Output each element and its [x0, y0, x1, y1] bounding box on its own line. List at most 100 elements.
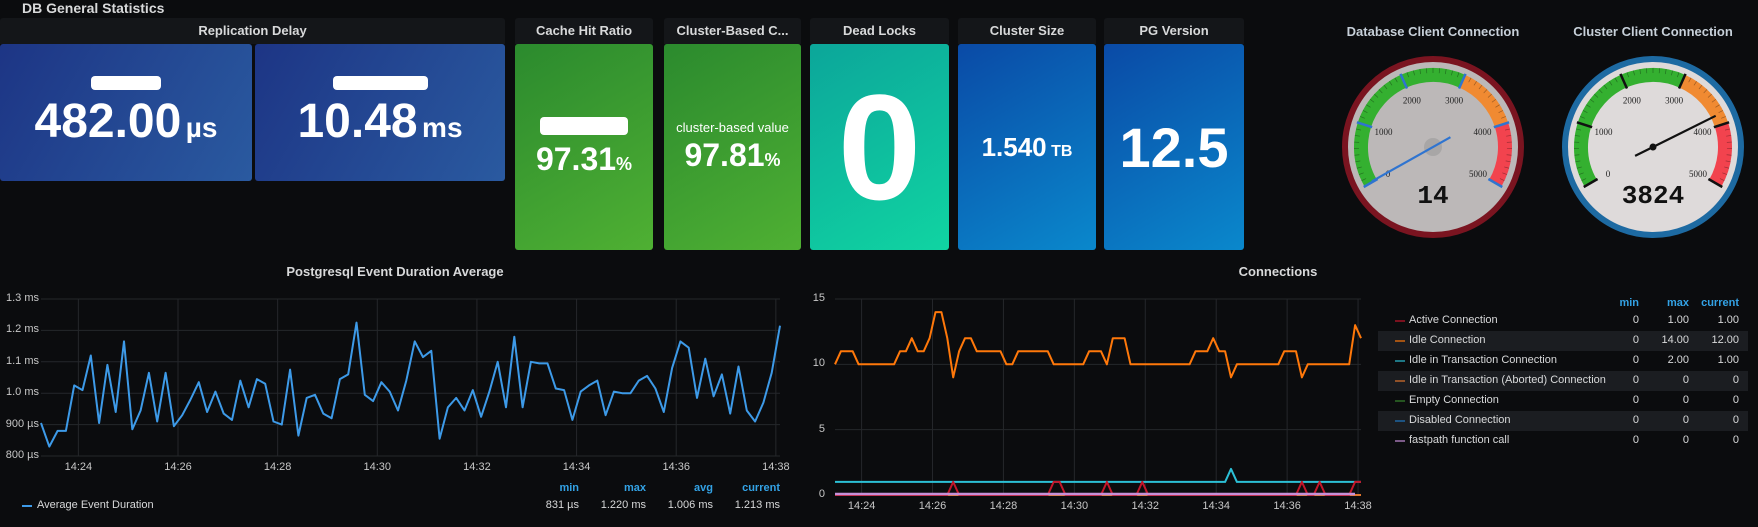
- gauge-tick-label: 3000: [1445, 95, 1464, 105]
- gauge-major-tick: [1713, 121, 1730, 129]
- legend-max-value: 1.220 ms: [600, 499, 646, 511]
- gauge-minor-tick: [1580, 116, 1585, 119]
- legend-series-name[interactable]: Average Event Duration: [37, 499, 154, 511]
- legend-header-avg[interactable]: avg: [694, 482, 713, 494]
- gauge-needle: [1371, 136, 1451, 183]
- legend-current-value: 1.00: [1717, 354, 1739, 366]
- gauge-minor-tick: [1703, 89, 1708, 94]
- stat-value: 10.48: [297, 95, 418, 148]
- gauge-minor-tick: [1362, 110, 1368, 114]
- legend-current-value: 0: [1732, 414, 1739, 426]
- gauge-minor-tick: [1358, 172, 1364, 175]
- gauge-minor-tick: [1581, 178, 1587, 181]
- cluster-size-title[interactable]: Cluster Size: [958, 18, 1096, 44]
- legend-current-value: 12.00: [1711, 334, 1739, 346]
- replication-delay-title[interactable]: Replication Delay: [0, 18, 505, 44]
- gauge-minor-tick: [1366, 104, 1371, 108]
- stat-unit: %: [616, 153, 633, 174]
- legend-current-value: 0: [1732, 434, 1739, 446]
- gauge-band: [1489, 122, 1512, 187]
- legend-header-max[interactable]: max: [1666, 297, 1689, 309]
- legend-row[interactable]: fastpath function call 0 0 0: [1378, 431, 1748, 451]
- legend-max-value: 2.00: [1667, 354, 1689, 366]
- gauge-minor-tick: [1506, 154, 1512, 156]
- gauge-minor-tick: [1473, 81, 1478, 86]
- y-tick-label: 800 µs: [5, 449, 39, 461]
- gauge-major-tick: [1356, 121, 1373, 129]
- legend-series-name: Idle in Transaction Connection: [1409, 354, 1557, 366]
- gauge-needle: [1634, 114, 1717, 157]
- gauge-title[interactable]: Database Client Connection: [1346, 24, 1520, 39]
- gauge-minor-tick: [1356, 166, 1362, 169]
- gauge-tick-label: 0: [1606, 169, 1611, 179]
- replication-delay-tile-2: 10.48 ms: [255, 44, 505, 181]
- stat-value: 97.31: [535, 140, 617, 177]
- gauge-minor-tick: [1360, 116, 1365, 119]
- gauge-minor-tick: [1698, 84, 1703, 90]
- gauge-tick-label: 4000: [1473, 127, 1492, 137]
- legend-min-value: 0: [1632, 434, 1639, 446]
- pg-version-tile: 12.5: [1104, 44, 1244, 250]
- gauge-minor-tick: [1589, 98, 1595, 103]
- legend-header-current[interactable]: current: [742, 482, 780, 494]
- cache-hit-tile: 97.31%: [515, 44, 653, 250]
- legend-current-value: 1.213 ms: [734, 499, 780, 511]
- x-tick-label: 14:26: [918, 500, 947, 512]
- gauge-minor-tick: [1586, 104, 1591, 108]
- legend-dash: [1395, 400, 1405, 402]
- gauge-hub: [1649, 143, 1657, 151]
- stat-unit: µs: [185, 112, 218, 143]
- stat-label: cluster-based value: [676, 120, 789, 135]
- gauge-tick-label: 1000: [1375, 127, 1394, 137]
- gauge-tick-label: 3000: [1665, 95, 1684, 105]
- y-tick-label: 1.2 ms: [5, 323, 39, 336]
- gauge-band: [1709, 122, 1732, 187]
- gauge-minor-tick: [1505, 160, 1511, 163]
- x-tick-label: 14:34: [1202, 500, 1230, 512]
- gauge-minor-tick: [1504, 166, 1510, 169]
- y-tick-label: 5: [818, 422, 825, 435]
- gauge-minor-tick: [1719, 178, 1725, 181]
- legend-min-value: 0: [1632, 414, 1639, 426]
- gauge-major-tick: [1493, 121, 1510, 129]
- legend-row[interactable]: Empty Connection 0 0 0: [1378, 391, 1748, 411]
- row-title[interactable]: DB General Statistics: [22, 0, 165, 16]
- cluster-based-title[interactable]: Cluster-Based C...: [664, 18, 801, 44]
- legend-row[interactable]: Idle Connection 0 14.00 12.00: [1378, 331, 1748, 351]
- series-line-idle-connection: [834, 311, 1362, 379]
- gauge-minor-tick: [1582, 110, 1588, 114]
- gauge-minor-tick: [1354, 135, 1360, 137]
- legend-row[interactable]: Disabled Connection 0 0 0: [1378, 411, 1748, 431]
- gauge-band: [1679, 74, 1729, 128]
- x-tick-label: 14:30: [363, 461, 392, 473]
- dead-locks-title[interactable]: Dead Locks: [810, 18, 949, 44]
- legend-header-min[interactable]: min: [1619, 297, 1639, 309]
- legend-max-value: 14.00: [1661, 334, 1689, 346]
- gauge-minor-tick: [1603, 84, 1608, 90]
- legend-row[interactable]: Idle in Transaction (Aborted) Connection…: [1378, 371, 1748, 391]
- legend-dash: [1395, 320, 1405, 322]
- legend-row[interactable]: Active Connection 0 1.00 1.00: [1378, 311, 1748, 331]
- x-tick-label: 14:36: [1273, 500, 1301, 512]
- gauge-minor-tick: [1718, 110, 1724, 114]
- legend-dash: [1395, 340, 1405, 342]
- gauge-minor-tick: [1711, 98, 1717, 103]
- legend-header-current[interactable]: current: [1701, 297, 1739, 309]
- gauge-title[interactable]: Cluster Client Connection: [1573, 24, 1733, 39]
- cache-hit-title[interactable]: Cache Hit Ratio: [515, 18, 653, 44]
- gauge-minor-tick: [1724, 128, 1730, 131]
- pg-version-title[interactable]: PG Version: [1104, 18, 1244, 44]
- legend-row[interactable]: Idle in Transaction Connection 0 2.00 1.00: [1378, 351, 1748, 371]
- legend-header-min[interactable]: min: [559, 482, 579, 494]
- gauge-minor-tick: [1721, 116, 1726, 119]
- connections-chart-title[interactable]: Connections: [1238, 264, 1318, 279]
- gauge-minor-tick: [1575, 160, 1581, 163]
- legend-header-max[interactable]: max: [623, 482, 646, 494]
- gauge-minor-tick: [1406, 72, 1409, 78]
- gauge-major-tick: [1576, 121, 1593, 129]
- legend-dash: [1395, 420, 1405, 422]
- event-duration-chart-title[interactable]: Postgresql Event Duration Average: [286, 264, 504, 279]
- cluster-based-tile: cluster-based value 97.81%: [664, 44, 801, 250]
- legend-current-value: 0: [1732, 394, 1739, 406]
- legend-min-value: 831 µs: [545, 499, 579, 511]
